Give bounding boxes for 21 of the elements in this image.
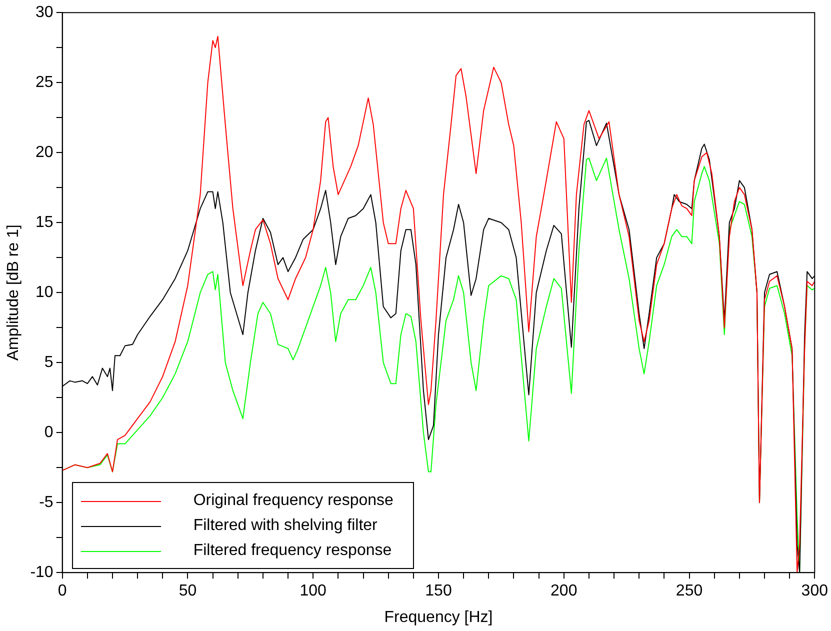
- y-axis-title: Amplitude [dB re 1]: [5, 224, 22, 361]
- x-axis-title: Frequency [Hz]: [384, 608, 493, 626]
- x-tick-label: 200: [550, 582, 578, 600]
- x-tick-label: 300: [801, 582, 828, 600]
- legend-label: Filtered with shelving filter: [193, 517, 378, 536]
- y-tick-label: -5: [39, 494, 54, 512]
- x-tick-label: 150: [425, 582, 452, 600]
- x-tick-label: 0: [58, 582, 67, 600]
- y-tick-label: 30: [36, 4, 54, 22]
- y-tick-label: 5: [44, 354, 54, 372]
- y-tick-label: 10: [36, 284, 54, 302]
- x-tick-label: 250: [676, 582, 703, 600]
- legend-label: Original frequency response: [193, 492, 394, 510]
- x-tick-label: 100: [300, 582, 327, 600]
- x-tick-label: 50: [178, 582, 197, 600]
- y-tick-label: 15: [36, 214, 54, 232]
- y-tick-label: 0: [44, 424, 54, 442]
- y-tick-label: -10: [30, 564, 54, 582]
- y-tick-label: 20: [36, 144, 54, 162]
- y-tick-label: 25: [36, 74, 54, 92]
- legend-label: Filtered frequency response: [193, 542, 392, 560]
